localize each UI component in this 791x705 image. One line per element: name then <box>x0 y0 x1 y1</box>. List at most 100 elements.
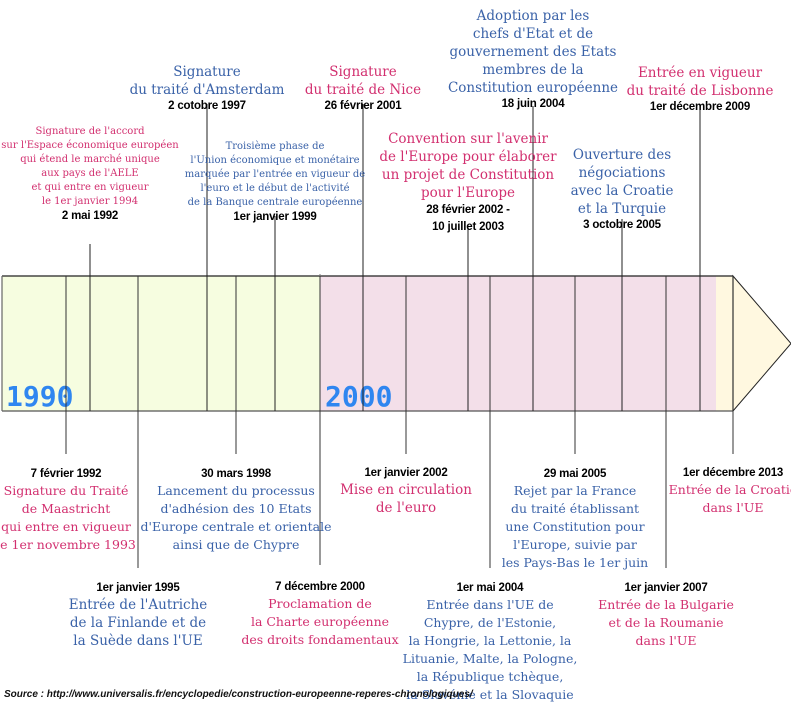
event-description-line: ainsi que de Chypre <box>172 537 300 552</box>
arrow-head <box>732 274 791 413</box>
event-description-line: Entrée dans l'UE de <box>426 597 554 612</box>
event-date: 1er janvier 1995 <box>96 582 180 594</box>
decade-2000s-band <box>320 276 716 411</box>
event-description-line: du traité établissant <box>510 501 640 516</box>
event-description-line: Troisième phase de <box>225 141 325 152</box>
event-description-line: Signature de l'accord <box>35 126 145 137</box>
event-description-line: la Suède dans l'UE <box>73 633 203 649</box>
event-description-line: qui entre en vigueur <box>1 519 131 534</box>
event-description-line: le 1er novembre 1993 <box>0 537 136 552</box>
event-date: 26 février 2001 <box>324 100 402 112</box>
event-description-line: Rejet par la France <box>513 483 637 498</box>
event-description-line: Proclamation de <box>268 596 372 611</box>
source-citation: Source : http://www.universalis.fr/encyc… <box>4 689 473 700</box>
event-description-line: dans l'UE <box>702 500 764 515</box>
event-description-line: pour l'Europe <box>420 185 515 201</box>
event-croatie: 1er décembre 2013 Entrée de la Croatie dan… <box>669 466 791 517</box>
event-description-line: gouvernement des Etats <box>449 44 617 60</box>
event-description-line: marquée par l'entrée en vigueur de <box>184 169 366 180</box>
event-date: 7 décembre 2000 <box>275 581 365 593</box>
event-elargissement-2007: 1er janvier 2007 Entrée de la Bulgarie et … <box>598 581 734 650</box>
event-description-line: et la Turquie <box>577 201 667 217</box>
event-description-line: de la Banque centrale européenne <box>187 197 363 208</box>
event-description-line: le 1er janvier 1994 <box>41 196 139 207</box>
event-maastricht: 7 février 1992 Signature du Traité de Maas… <box>0 467 136 554</box>
event-description-line: de l'Europe pour élaborer <box>379 149 557 165</box>
event-description-line: la Hongrie, la Lettonie, la <box>408 633 572 648</box>
event-description-line: Signature <box>329 64 397 80</box>
event-description-line: Convention sur l'avenir <box>388 131 548 147</box>
event-eee: Signature de l'accord sur l'Espace économ… <box>1 125 178 224</box>
event-date: 7 février 1992 <box>30 468 102 480</box>
event-description-line: Signature du Traité <box>3 483 129 498</box>
event-description-line: la Slovénie et la Slovaquie <box>406 687 574 702</box>
event-description-line: les Pays-Bas le 1er juin <box>501 555 649 570</box>
event-date: 2 mai 1992 <box>61 210 119 222</box>
event-description-line: dans l'UE <box>635 633 697 648</box>
event-uem: Troisième phase de l'Union économique et … <box>185 140 365 225</box>
event-adhesion-process: 30 mars 1998 Lancement du processus d'adhé… <box>141 467 332 554</box>
event-description-line: de la Finlande et de <box>69 615 207 631</box>
event-description-line: la République tchèque, <box>416 669 564 684</box>
event-description-line: Entrée de l'Autriche <box>68 597 208 613</box>
event-description-line: Chypre, de l'Estonie, <box>423 615 557 630</box>
event-description-line: Lancement du processus <box>157 483 315 498</box>
event-date: 1er janvier 2002 <box>364 467 448 479</box>
event-date: 1er janvier 2007 <box>624 582 708 594</box>
event-description-line: une Constitution pour <box>505 519 645 534</box>
event-description-line: Signature <box>173 64 241 80</box>
event-description-line: Adoption par les <box>476 8 590 24</box>
event-description-line: Entrée de la Bulgarie <box>598 597 734 612</box>
event-description-line: et de la Roumanie <box>608 615 724 630</box>
event-description-line: un projet de Constitution <box>381 167 555 183</box>
event-description-line: membres de la <box>482 62 584 78</box>
event-description-line: Lituanie, Malte, la Pologne, <box>402 651 578 666</box>
event-elargissement-1995: 1er janvier 1995 Entrée de l'Autriche de l… <box>69 581 208 650</box>
event-date: 28 février 2002 - <box>426 204 510 216</box>
event-description-line: Ouverture des <box>572 147 672 163</box>
event-lisbonne: Entrée en vigueur du traité de Lisbonne 1e… <box>627 64 774 115</box>
event-date: 1er décembre 2013 <box>682 467 784 479</box>
event-description-line: d'Europe centrale et orientale <box>140 519 332 534</box>
event-description-line: l'euro et le début de l'activité <box>200 183 350 194</box>
event-description-line: du traité de Nice <box>304 82 422 98</box>
event-description-line: négociations <box>578 165 666 181</box>
event-description-line: l'Europe, suivie par <box>513 537 637 552</box>
event-description-line: Constitution européenne <box>447 80 619 96</box>
decade-2010s-band <box>716 276 733 411</box>
event-description-line: du traité d'Amsterdam <box>129 82 285 98</box>
event-date: 30 mars 1998 <box>201 468 271 480</box>
event-description-line: de Maastricht <box>21 501 111 516</box>
event-description-line: des droits fondamentaux <box>241 632 399 647</box>
event-description-line: Entrée de la Croatie <box>668 482 791 497</box>
event-date: 2 cotobre 1997 <box>168 100 246 112</box>
decade-label-1990: 1990 <box>6 380 73 413</box>
event-date: 1er décembre 2009 <box>649 101 751 113</box>
event-description-line: Entrée en vigueur <box>637 65 763 81</box>
event-date: 1er janvier 1999 <box>233 211 317 223</box>
event-date: 1er mai 2004 <box>456 582 524 594</box>
event-charte: 7 décembre 2000 Proclamation de la Charte … <box>241 580 398 649</box>
decade-label-2000: 2000 <box>325 380 392 413</box>
event-description-line: la Charte européenne <box>250 614 390 629</box>
event-date: 10 juillet 2003 <box>432 221 504 233</box>
event-description-line: du traité de Lisbonne <box>626 83 774 99</box>
decade-1990s-band <box>2 276 320 411</box>
event-elargissement-2004: 1er mai 2004 Entrée dans l'UE de Chypre, d… <box>403 581 578 704</box>
event-convention: Convention sur l'avenir de l'Europe pour … <box>379 130 556 236</box>
event-description-line: d'adhésion des 10 Etats <box>160 501 312 516</box>
event-description-line: chefs d'Etat et de <box>472 26 594 42</box>
event-description-line: Mise en circulation <box>340 482 472 498</box>
event-description-line: et qui entre en vigueur <box>31 182 149 193</box>
event-constitution: Adoption par les chefs d'Etat et de gouver… <box>448 7 618 112</box>
event-nice: Signature du traité de Nice 26 février 200… <box>305 63 421 114</box>
event-rejet: 29 mai 2005 Rejet par la France du traité … <box>502 467 648 572</box>
event-amsterdam: Signature du traité d'Amsterdam 2 cotobre … <box>130 63 285 114</box>
event-description-line: de l'euro <box>375 500 437 516</box>
event-croatie-turquie: Ouverture des négociations avec la Croatie… <box>571 146 674 233</box>
event-date: 3 octobre 2005 <box>583 219 661 231</box>
event-euro: 1er janvier 2002 Mise en circulation de l'… <box>340 466 472 517</box>
event-description-line: aux pays de l'AELE <box>41 168 139 179</box>
